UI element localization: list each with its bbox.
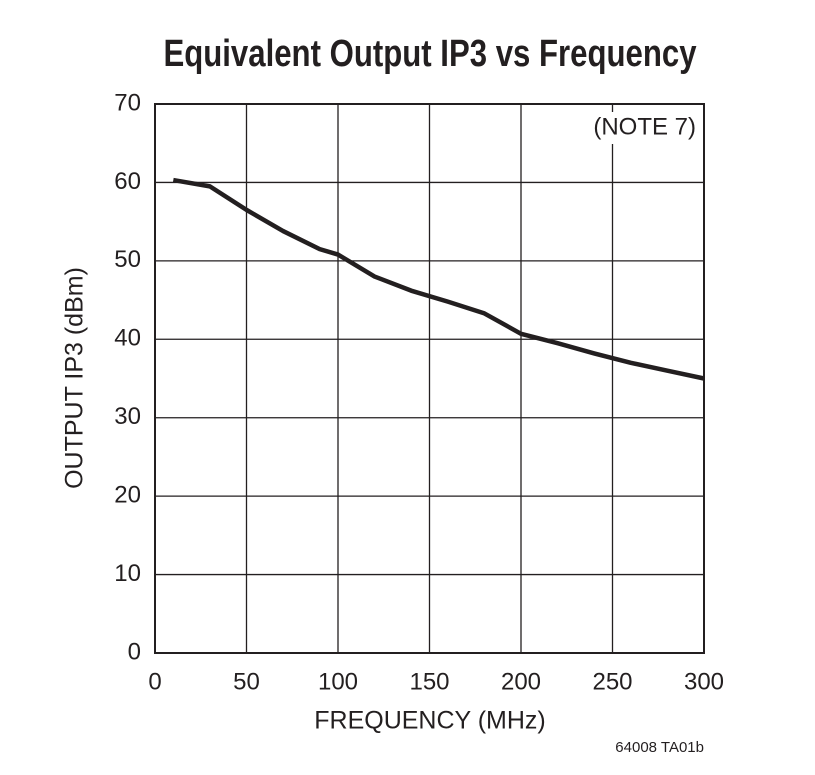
- annotation: (NOTE 7): [593, 113, 696, 140]
- x-tick-label: 50: [233, 668, 260, 695]
- data-line: [172, 177, 705, 381]
- figure-id: 64008 TA01b: [615, 739, 704, 756]
- x-tick-label: 100: [318, 668, 358, 695]
- y-axis-label: OUTPUT IP3 (dBm): [61, 267, 89, 489]
- y-tick-label: 50: [114, 246, 141, 273]
- y-tick-label: 70: [114, 89, 141, 116]
- y-tick-label: 30: [114, 403, 141, 430]
- x-tick-label: 300: [684, 668, 724, 695]
- annotation-background: [590, 112, 698, 144]
- y-tick-label: 40: [114, 325, 141, 352]
- x-tick-label: 200: [501, 668, 541, 695]
- y-tick-label: 10: [114, 560, 141, 587]
- x-tick-label: 0: [148, 668, 161, 695]
- y-tick-label: 60: [114, 168, 141, 195]
- y-tick-label: 0: [128, 638, 141, 665]
- y-tick-label: 20: [114, 481, 141, 508]
- x-tick-label: 250: [592, 668, 632, 695]
- chart-title: Equivalent Output IP3 vs Frequency: [163, 33, 697, 75]
- x-tick-label: 150: [409, 668, 449, 695]
- x-axis-label: FREQUENCY (MHz): [314, 707, 545, 735]
